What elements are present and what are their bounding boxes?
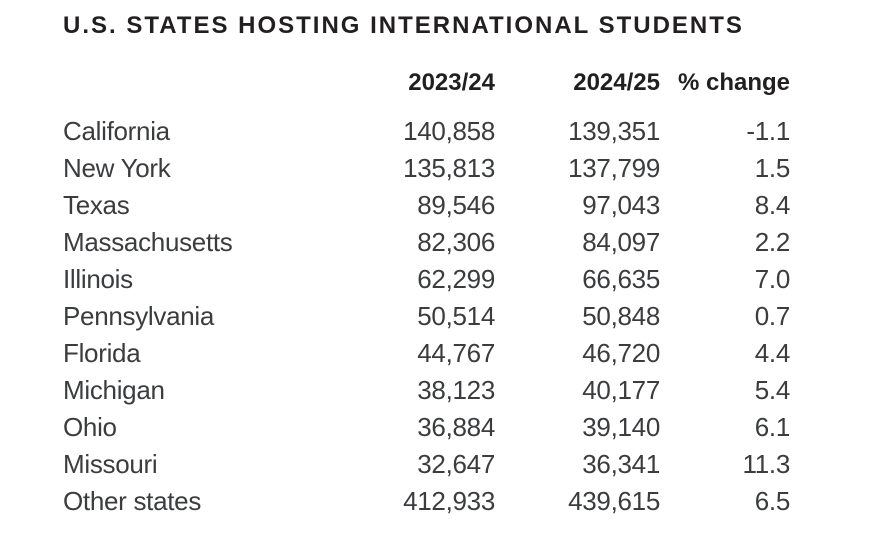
table-row: Texas 89,546 97,043 8.4 (63, 187, 790, 224)
cell-2023-24: 89,546 (417, 190, 495, 220)
cell-2023-24: 50,514 (417, 301, 495, 331)
cell-state: New York (63, 153, 171, 183)
col-header-2024-25: 2024/25 (573, 68, 660, 96)
table-row: Florida 44,767 46,720 4.4 (63, 335, 790, 372)
table-row: Ohio 36,884 39,140 6.1 (63, 409, 790, 446)
cell-2024-25: 137,799 (568, 153, 660, 183)
cell-2024-25: 40,177 (582, 375, 660, 405)
header-row: 2023/24 2024/25 % change (63, 64, 790, 113)
col-header-state (63, 64, 310, 113)
cell-pct-change: 6.5 (754, 486, 791, 516)
table-row: Illinois 62,299 66,635 7.0 (63, 261, 790, 298)
table-row: California 140,858 139,351 -1.1 (63, 113, 790, 150)
cell-state: California (63, 116, 170, 146)
cell-state: Texas (63, 190, 130, 220)
cell-2023-24: 412,933 (403, 486, 495, 516)
cell-2024-25: 139,351 (568, 116, 660, 146)
cell-2023-24: 32,647 (417, 449, 495, 479)
cell-pct-change: 5.4 (754, 375, 791, 405)
cell-pct-change: 6.1 (754, 412, 791, 442)
cell-2023-24: 135,813 (403, 153, 495, 183)
cell-2023-24: 38,123 (417, 375, 495, 405)
cell-state: Pennsylvania (63, 301, 215, 331)
cell-pct-change: 8.4 (754, 190, 791, 220)
cell-pct-change: 7.0 (754, 264, 791, 294)
table-row: Michigan 38,123 40,177 5.4 (63, 372, 790, 409)
cell-2023-24: 44,767 (417, 338, 495, 368)
cell-2024-25: 97,043 (582, 190, 660, 220)
cell-2024-25: 439,615 (568, 486, 660, 516)
cell-2023-24: 62,299 (417, 264, 495, 294)
cell-pct-change: 0.7 (754, 301, 791, 331)
international-students-table: 2023/24 2024/25 % change California 140,… (63, 64, 790, 520)
cell-state: Missouri (63, 449, 158, 479)
cell-pct-change: 2.2 (754, 227, 791, 257)
page-title: U.S. STATES HOSTING INTERNATIONAL STUDEN… (63, 12, 744, 39)
cell-state: Other states (63, 486, 202, 516)
col-header-pct-change: % change (677, 68, 790, 96)
table-row: Missouri 32,647 36,341 11.3 (63, 446, 790, 483)
cell-state: Florida (63, 338, 141, 368)
cell-2023-24: 36,884 (417, 412, 495, 442)
cell-pct-change: 1.5 (754, 153, 791, 183)
table-row: Other states 412,933 439,615 6.5 (63, 483, 790, 520)
cell-pct-change: 4.4 (754, 338, 791, 368)
table-row: New York 135,813 137,799 1.5 (63, 150, 790, 187)
cell-2024-25: 50,848 (582, 301, 660, 331)
cell-pct-change: -1.1 (746, 116, 790, 146)
cell-state: Massachusetts (63, 227, 233, 257)
cell-2023-24: 140,858 (403, 116, 495, 146)
table-row: Pennsylvania 50,514 50,848 0.7 (63, 298, 790, 335)
cell-2024-25: 46,720 (582, 338, 660, 368)
cell-state: Illinois (63, 264, 133, 294)
col-header-2023-24: 2023/24 (408, 68, 495, 96)
cell-state: Ohio (63, 412, 117, 442)
cell-2024-25: 84,097 (582, 227, 660, 257)
cell-2024-25: 39,140 (582, 412, 660, 442)
cell-2024-25: 36,341 (582, 449, 660, 479)
cell-2023-24: 82,306 (417, 227, 495, 257)
cell-state: Michigan (63, 375, 165, 405)
cell-pct-change: 11.3 (742, 449, 791, 479)
cell-2024-25: 66,635 (582, 264, 660, 294)
table-row: Massachusetts 82,306 84,097 2.2 (63, 224, 790, 261)
